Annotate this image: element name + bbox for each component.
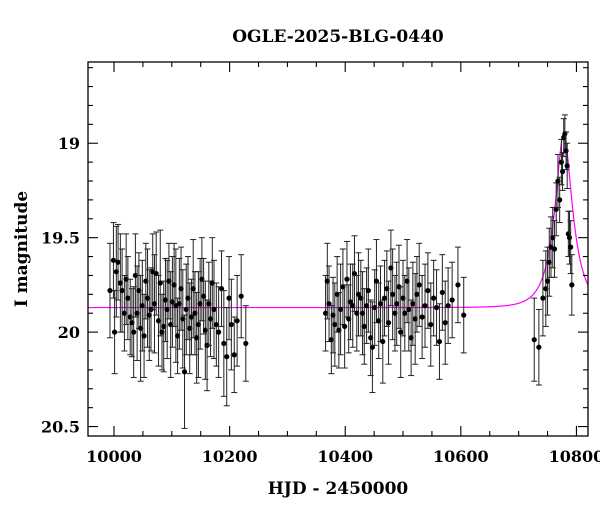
data-point: [551, 220, 558, 278]
data-point: [564, 142, 571, 190]
data-point: [449, 261, 456, 339]
chart-title: OGLE-2025-BLG-0440: [232, 27, 444, 47]
data-point: [124, 256, 131, 341]
plot-frame: [87, 61, 589, 437]
data-point: [553, 182, 560, 237]
data-point: [427, 282, 434, 367]
data-point: [381, 259, 388, 337]
data-point: [141, 293, 148, 378]
y-axis: 19 19.5 20 20.5: [41, 67, 588, 437]
x-tick-label: 10800: [549, 447, 600, 466]
x-tick-label: 10400: [317, 447, 373, 466]
data-point: [361, 288, 368, 365]
data-point: [567, 220, 574, 275]
data-point: [445, 267, 452, 344]
data-point: [416, 242, 423, 327]
data-point: [218, 250, 225, 327]
data-point: [110, 222, 117, 299]
model-curve: [88, 132, 588, 309]
y-tick-label: 20: [58, 323, 80, 342]
x-tick-label: 10200: [202, 447, 258, 466]
data-point: [373, 239, 380, 324]
data-point: [130, 286, 137, 378]
x-axis: 10000 10200 10400 10600 10800: [86, 62, 600, 466]
y-tick-label: 20.5: [41, 418, 80, 437]
data-point: [430, 259, 437, 337]
data-point: [433, 269, 440, 346]
data-point: [220, 290, 227, 397]
data-point: [215, 286, 222, 378]
data-point: [111, 290, 118, 375]
y-tick-label: 19: [58, 134, 80, 153]
data-point: [226, 256, 233, 341]
x-tick-label: 10600: [433, 447, 489, 466]
data-point: [369, 301, 376, 394]
data-point: [326, 265, 333, 343]
data-point: [115, 223, 122, 301]
data-point: [568, 254, 575, 316]
data-point: [535, 308, 542, 386]
x-axis-label: HJD - 2450000: [268, 479, 409, 499]
data-point: [106, 242, 113, 339]
data-point: [228, 278, 235, 371]
data-point: [401, 274, 408, 352]
data-point: [419, 274, 426, 360]
plot-area: [88, 114, 588, 429]
x-tick-label: 10000: [86, 447, 142, 466]
data-point: [337, 263, 344, 356]
data-point: [436, 303, 443, 380]
data-point: [539, 259, 546, 337]
data-point: [413, 256, 420, 333]
data-point: [421, 263, 428, 348]
data-point: [223, 307, 230, 407]
data-point: [454, 246, 461, 324]
data-point: [234, 274, 241, 367]
data-point: [424, 252, 431, 329]
data-point: [379, 299, 386, 384]
data-point: [531, 297, 538, 382]
data-point: [460, 276, 467, 354]
data-point: [377, 265, 384, 343]
data-point: [393, 261, 400, 346]
y-axis-label: I magnitude: [12, 191, 32, 308]
data-point: [231, 316, 238, 394]
data-point: [157, 229, 164, 337]
data-point: [153, 231, 160, 316]
data-point: [439, 254, 446, 331]
data-point: [365, 248, 372, 333]
data-point: [238, 254, 245, 339]
y-tick-label: 19.5: [41, 229, 80, 248]
data-point: [442, 280, 449, 365]
data-point: [242, 305, 249, 382]
